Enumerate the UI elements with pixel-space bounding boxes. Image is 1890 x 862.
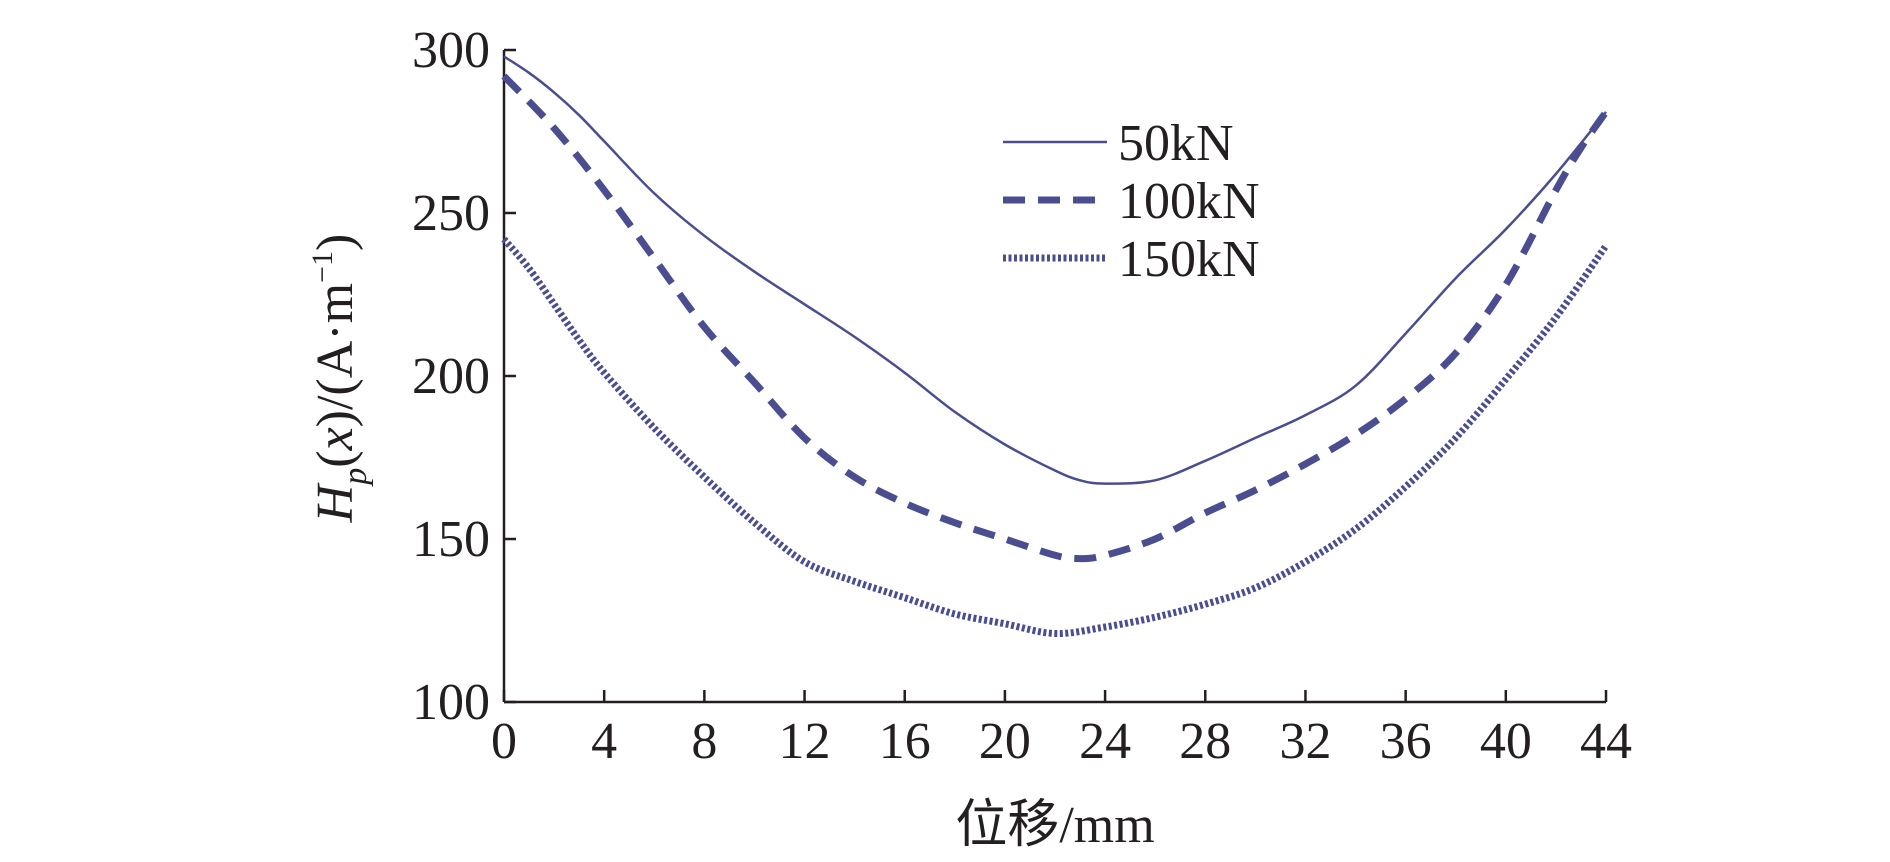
x-tick-label: 4 (591, 713, 617, 770)
x-tick-label: 32 (1279, 713, 1331, 770)
x-tick-label: 16 (879, 713, 931, 770)
x-tick-label: 40 (1480, 713, 1532, 770)
y-title-unit: )/(A·m (307, 283, 364, 427)
y-title-x: x (307, 427, 364, 451)
legend-label-50kN: 50kN (1118, 115, 1234, 172)
series-lines (501, 55, 1609, 638)
y-tick-label: 100 (412, 674, 490, 731)
y-title-subscript-p: p (337, 468, 374, 487)
y-title-H: H (307, 482, 364, 523)
x-tick-label: 44 (1580, 713, 1632, 770)
y-tick-label: 150 (412, 511, 490, 568)
series-line-150kN (501, 236, 1609, 638)
y-axis-title: Hp(x)/(A·m−1) (306, 234, 374, 524)
y-tick-label: 250 (412, 185, 490, 242)
series-line-100kN (501, 73, 1609, 563)
x-tick-label: 0 (491, 713, 517, 770)
x-tick-label: 8 (691, 713, 717, 770)
y-tick-label: 300 (412, 22, 490, 79)
y-title-exponent: −1 (306, 251, 339, 283)
series-line-50kN (503, 55, 1607, 485)
x-axis-title: 位移/mm (955, 797, 1154, 854)
x-tick-label: 12 (779, 713, 831, 770)
legend-label-150kN: 150kN (1118, 231, 1260, 288)
x-tick-label: 28 (1179, 713, 1231, 770)
x-tick-label: 24 (1079, 713, 1131, 770)
y-title-open-paren: ( (307, 450, 364, 467)
y-axis: 100 150 200 250 300 (412, 22, 516, 731)
y-tick-label: 200 (412, 348, 490, 405)
x-axis: 0 4 8 12 16 20 24 28 32 36 40 44 (491, 690, 1632, 770)
x-tick-label: 36 (1380, 713, 1432, 770)
x-tick-label: 20 (979, 713, 1031, 770)
legend-label-100kN: 100kN (1118, 173, 1260, 230)
y-title-close-paren: ) (307, 234, 364, 251)
